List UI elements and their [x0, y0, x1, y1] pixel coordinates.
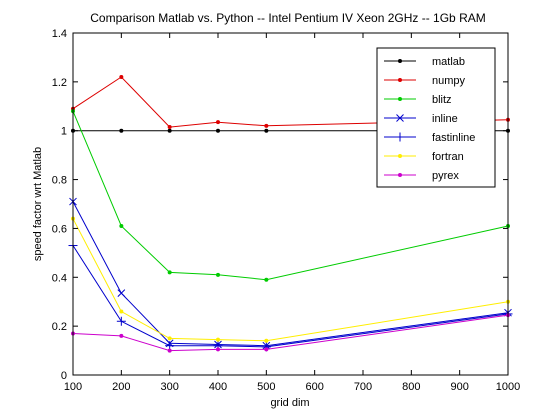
legend-entry-numpy: numpy: [384, 75, 466, 87]
legend-marker-fastinline: [395, 132, 405, 142]
series-point-numpy-500: [264, 123, 269, 128]
legend-marker-blitz: [398, 97, 402, 101]
legend-label-fortran: fortran: [432, 151, 464, 163]
legend: matlab numpy blitz inline fastinline fortran p…: [376, 47, 496, 188]
x-tick-label-300: 300: [160, 381, 178, 393]
series-matlab: [71, 128, 510, 133]
legend-marker-pyrex: [398, 173, 402, 177]
legend-label-numpy: numpy: [432, 75, 466, 87]
legend-entry-blitz: blitz: [384, 94, 452, 106]
legend-entry-inline: inline: [384, 113, 458, 125]
series-line-pyrex: [72, 314, 509, 352]
ticks-layer: 100 200 300 400 500 600 700 800 900 1000 0 0.2 0.4 0.…: [52, 28, 521, 393]
legend-marker-matlab: [398, 59, 402, 63]
legend-marker-inline-stroke-b: [396, 114, 404, 122]
x-tick-label-400: 400: [209, 381, 227, 393]
legend-marker-fortran: [398, 154, 402, 158]
series-point-pyrex-200: [119, 333, 124, 338]
legend-entry-pyrex: pyrex: [384, 170, 459, 182]
plot-frame: [72, 32, 509, 376]
legend-entry-fastinline: fastinline: [384, 132, 475, 144]
series-point-inline-200: [117, 289, 126, 298]
y-axis-label: speed factor wrt Matlab: [32, 147, 44, 261]
y-tick-label-1: 1: [61, 126, 67, 138]
x-axis-label: grid dim: [270, 397, 309, 409]
x-tick-label-600: 600: [305, 381, 323, 393]
x-tick-label-500: 500: [257, 381, 275, 393]
series-line-blitz: [72, 111, 509, 281]
y-tick-label-0: 0: [61, 370, 67, 382]
x-tick-label-700: 700: [354, 381, 372, 393]
series-point-blitz-400: [216, 272, 220, 277]
legend-entry-fortran: fortran: [384, 151, 464, 163]
series-point-fortran-200: [119, 309, 124, 314]
series-line-numpy: [72, 76, 509, 128]
legend-marker-inline: [396, 114, 404, 122]
series-point-fortran-500: [264, 338, 269, 343]
series-point-pyrex-500: [264, 347, 269, 352]
series-point-matlab-200: [119, 128, 124, 133]
x-tick-label-100: 100: [64, 381, 82, 393]
legend-entry-matlab: matlab: [384, 56, 465, 68]
series-line-inline: [72, 201, 509, 347]
series-point-pyrex-300: [167, 348, 172, 353]
series-fastinline: [68, 241, 513, 352]
series-point-matlab-500: [264, 128, 269, 133]
series-point-matlab-300: [167, 128, 172, 133]
legend-marker-numpy: [398, 78, 402, 82]
chart-title: Comparison Matlab vs. Python -- Intel Pe…: [90, 11, 485, 25]
series-point-blitz-300: [167, 270, 172, 275]
series-point-blitz-200: [119, 223, 124, 228]
series-point-numpy-300: [167, 125, 172, 130]
y-tick-label-0.4: 0.4: [52, 272, 67, 284]
legend-label-blitz: blitz: [432, 94, 452, 106]
x-tick-label-1000: 1000: [496, 381, 520, 393]
y-tick-label-0.2: 0.2: [52, 321, 67, 333]
series-point-numpy-400: [216, 120, 220, 125]
series-point-fortran-300: [167, 336, 172, 341]
series-layer: [68, 74, 513, 353]
series-point-numpy-200: [119, 74, 124, 79]
legend-label-pyrex: pyrex: [432, 170, 459, 182]
series-point-pyrex-400: [216, 347, 220, 352]
series-inline: [69, 197, 512, 350]
series-point-matlab-400: [216, 128, 220, 133]
x-tick-label-800: 800: [402, 381, 420, 393]
series-point-fortran-400: [216, 337, 220, 342]
y-tick-label-1.2: 1.2: [52, 77, 67, 89]
x-tick-label-900: 900: [450, 381, 468, 393]
y-tick-label-0.6: 0.6: [52, 223, 67, 235]
series-point-inline-200-stroke-b: [117, 289, 126, 298]
series-point-fastinline-200: [116, 316, 126, 326]
series-line-fastinline: [72, 245, 509, 348]
legend-label-fastinline: fastinline: [432, 132, 475, 144]
series-point-blitz-500: [264, 277, 269, 282]
legend-label-inline: inline: [432, 113, 458, 125]
series-line-fortran: [72, 218, 509, 342]
y-tick-label-0.8: 0.8: [52, 175, 67, 187]
legend-label-matlab: matlab: [432, 56, 465, 68]
x-tick-label-200: 200: [112, 381, 130, 393]
y-tick-label-1.4: 1.4: [52, 28, 67, 40]
series-pyrex: [71, 313, 510, 353]
